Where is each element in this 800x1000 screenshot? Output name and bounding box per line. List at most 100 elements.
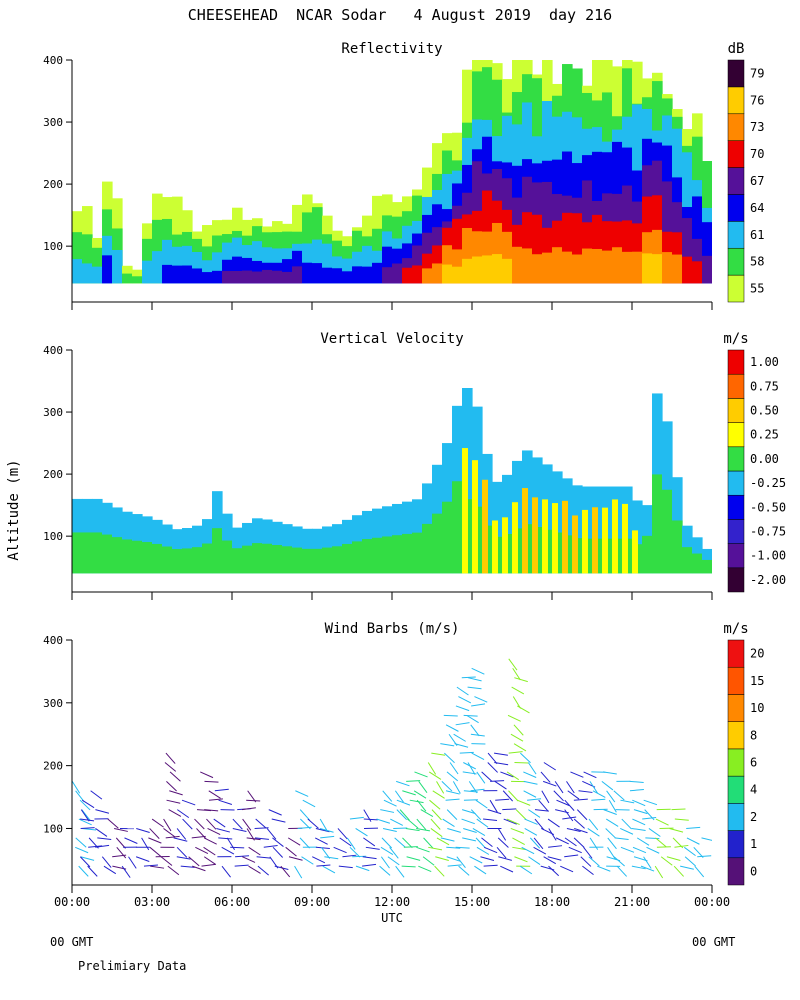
wind-barb xyxy=(246,828,255,841)
wind-barb xyxy=(75,846,89,854)
reflectivity-cell xyxy=(72,259,83,284)
reflectivity-cell xyxy=(162,239,173,284)
wind-barb xyxy=(294,865,303,879)
wind-barb xyxy=(203,846,216,856)
velocity-cell xyxy=(532,497,538,574)
wind-barb xyxy=(200,771,214,779)
wind-barb xyxy=(208,790,221,799)
wind-barb xyxy=(447,864,462,867)
wind-barb xyxy=(456,856,466,869)
reflectivity-unit: dB xyxy=(728,41,745,57)
velocity-cell xyxy=(492,520,498,574)
colorbar-label: 70 xyxy=(750,147,764,161)
wind-barb xyxy=(629,780,644,784)
x-tick-label: 21:00 xyxy=(614,895,650,909)
wind-barb xyxy=(208,798,223,801)
wind-barb xyxy=(78,818,92,826)
wind-barb xyxy=(507,714,521,722)
wind-barb xyxy=(148,837,162,844)
wind-barb xyxy=(420,809,434,817)
wind-barb xyxy=(302,799,316,808)
wind-barb xyxy=(514,762,529,764)
wind-barb xyxy=(621,818,632,830)
wind-barb xyxy=(355,828,368,837)
reflectivity-cell xyxy=(232,271,243,284)
reflectivity-cell xyxy=(632,251,643,284)
x-tick-label: 03:00 xyxy=(134,895,170,909)
wind-barb xyxy=(547,856,562,861)
wind-barb xyxy=(686,837,700,845)
reflectivity-cell xyxy=(652,254,663,284)
wind-barb xyxy=(124,837,138,844)
reflectivity-cell xyxy=(252,271,263,284)
wind-barb xyxy=(666,856,681,861)
wind-barb xyxy=(631,865,646,870)
velocity-cell xyxy=(702,559,712,574)
wind-barb xyxy=(232,827,247,833)
wind-barb xyxy=(564,837,577,847)
colorbar-swatch xyxy=(727,567,745,593)
velocity-cell xyxy=(622,503,628,574)
wind-barb xyxy=(416,799,427,812)
wind-barb xyxy=(564,799,575,811)
wind-barb xyxy=(458,865,470,876)
wind-barb xyxy=(632,799,646,807)
wind-barb xyxy=(543,762,556,771)
colorbar-label: 1.00 xyxy=(750,355,779,369)
velocity-cell xyxy=(352,541,363,574)
velocity-cell xyxy=(142,542,153,574)
colorbar-swatch xyxy=(727,86,745,115)
wind-barb xyxy=(554,781,564,794)
wind-barb xyxy=(701,837,712,841)
wind-barb xyxy=(654,865,664,879)
wind-barb xyxy=(694,865,705,878)
wind-barb xyxy=(456,686,469,696)
velocity-cell xyxy=(252,543,263,574)
wind-barb xyxy=(629,788,644,792)
reflectivity-cell xyxy=(222,271,233,284)
wind-barb xyxy=(470,724,480,737)
wind-barb xyxy=(182,818,193,830)
wind-barb xyxy=(540,771,551,783)
velocity-cell xyxy=(122,539,133,574)
wind-barb xyxy=(406,856,421,861)
velocity-cell xyxy=(402,533,413,574)
reflectivity-cell xyxy=(92,266,103,284)
colorbar-swatch xyxy=(727,59,745,88)
x-axis-label: UTC xyxy=(381,911,403,925)
wind-barb xyxy=(497,837,509,848)
wind-barb xyxy=(471,703,486,707)
velocity-cell xyxy=(332,546,343,574)
wind-barb xyxy=(169,771,181,782)
reflectivity-cell xyxy=(352,266,363,284)
wind-barb xyxy=(376,818,391,824)
wind-barb xyxy=(452,781,461,794)
colorbar-label: -0.75 xyxy=(750,525,786,539)
velocity-cell xyxy=(422,523,433,574)
reflectivity-cell xyxy=(412,245,423,284)
reflectivity-cell xyxy=(492,222,503,284)
wind-barb xyxy=(562,816,577,820)
velocity-cell xyxy=(342,543,353,574)
wind-barb xyxy=(95,828,108,837)
wind-barb xyxy=(560,865,574,873)
wind-barb xyxy=(121,865,131,878)
wind-barb xyxy=(529,837,541,849)
wind-barb xyxy=(497,828,507,841)
wind-barb xyxy=(520,752,531,764)
colorbar-swatch xyxy=(727,721,745,750)
velocity-cell xyxy=(282,546,293,574)
wind-barb xyxy=(541,790,550,804)
wind-barb xyxy=(387,856,400,866)
wind-barb xyxy=(95,809,110,814)
wind-barb xyxy=(446,771,459,782)
wind-barb xyxy=(365,846,380,850)
colorbar-swatch xyxy=(727,694,745,722)
wind-barb xyxy=(660,856,673,866)
colorbar-swatch xyxy=(727,167,745,195)
wind-barb xyxy=(395,865,405,878)
wind-barb xyxy=(176,828,187,840)
wind-barb xyxy=(613,790,625,801)
wind-barb xyxy=(461,818,475,825)
wind-barb xyxy=(636,837,650,846)
